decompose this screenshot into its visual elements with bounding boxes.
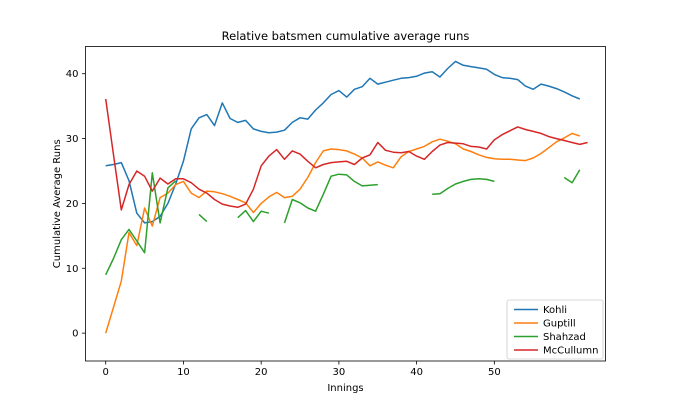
series-line-mccullumn xyxy=(104,98,588,211)
series-line-shahzad xyxy=(563,169,581,184)
x-tick-label: 40 xyxy=(410,367,423,378)
x-axis-label: Innings xyxy=(327,383,363,394)
x-tick-label: 10 xyxy=(177,367,190,378)
x-tick-label: 50 xyxy=(488,367,501,378)
series-line-shahzad xyxy=(198,213,208,223)
x-tick-label: 20 xyxy=(255,367,268,378)
series-line-kohli xyxy=(105,60,581,224)
legend-label-kohli: Kohli xyxy=(543,305,567,316)
series-line-shahzad xyxy=(432,178,495,196)
y-tick-label: 40 xyxy=(66,69,79,80)
y-tick-label: 20 xyxy=(66,199,79,210)
legend-label-shahzad: Shahzad xyxy=(543,332,586,343)
series-line-shahzad xyxy=(105,172,177,276)
y-tick-label: 10 xyxy=(66,264,79,275)
legend-label-mccullumn: McCullumn xyxy=(543,346,598,357)
series-line-guptill xyxy=(104,132,581,334)
series-line-shahzad xyxy=(237,209,270,223)
series-line-shahzad xyxy=(283,173,378,224)
x-tick-label: 30 xyxy=(333,367,346,378)
chart-title: Relative batsmen cumulative average runs xyxy=(222,29,470,43)
y-tick-label: 30 xyxy=(66,134,79,145)
legend-box xyxy=(506,299,604,360)
x-tick-label: 0 xyxy=(103,367,109,378)
y-axis-label: Cumulative Average Runs xyxy=(52,139,63,268)
y-tick-label: 0 xyxy=(72,329,78,340)
legend-label-guptill: Guptill xyxy=(543,319,576,330)
